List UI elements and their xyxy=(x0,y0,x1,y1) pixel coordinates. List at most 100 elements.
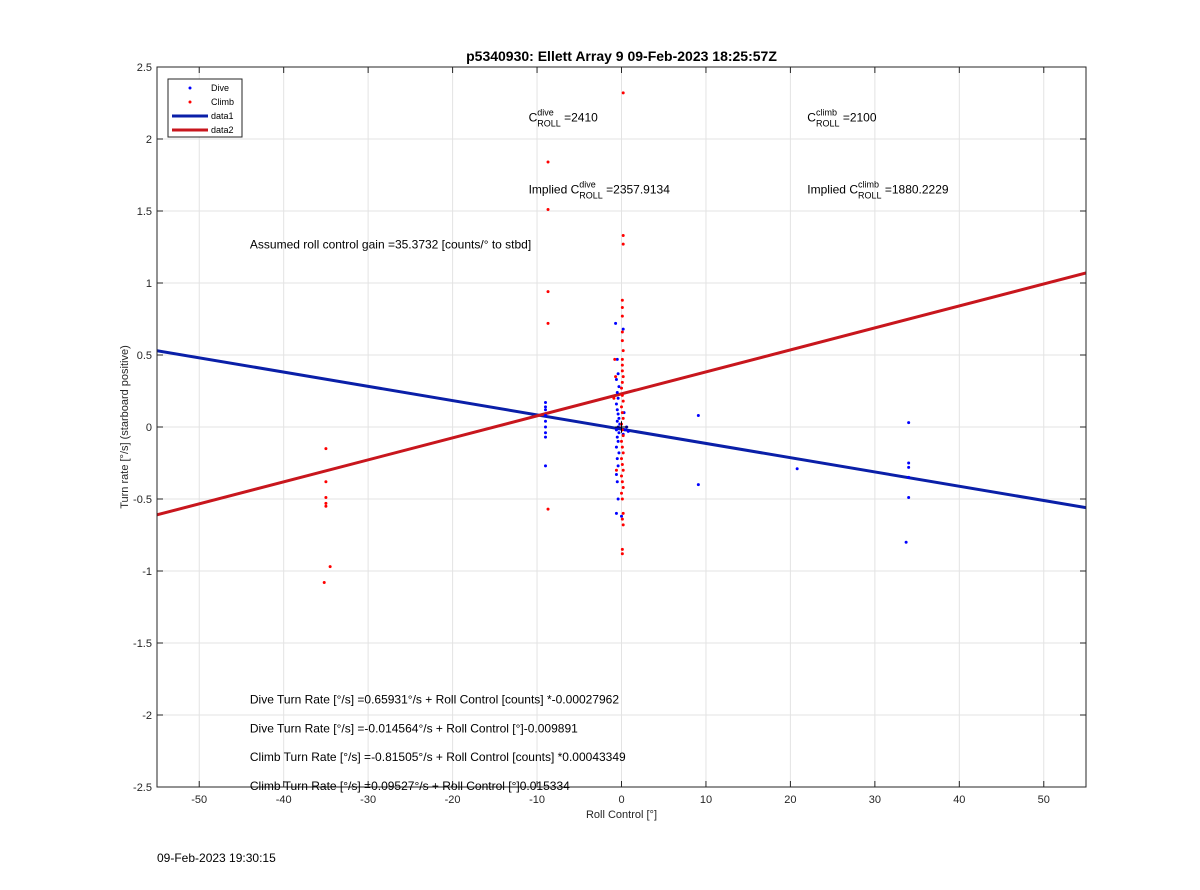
x-tick-label: -10 xyxy=(529,794,545,806)
dive-point xyxy=(615,435,619,439)
dive-point xyxy=(543,425,547,429)
annotation-gain: Assumed roll control gain =35.3732 [coun… xyxy=(250,237,531,251)
climb-point xyxy=(546,321,550,325)
y-tick-label: 0.5 xyxy=(137,350,152,362)
climb-point xyxy=(322,581,326,585)
dive-point xyxy=(907,461,911,465)
climb-point xyxy=(621,434,625,438)
y-tick-label: -2.5 xyxy=(133,782,152,794)
y-tick-label: 2 xyxy=(146,134,152,146)
annotation-fit2: Dive Turn Rate [°/s] =-0.014564°/s + Rol… xyxy=(250,721,578,735)
y-tick-label: -1 xyxy=(142,566,152,578)
climb-point xyxy=(620,462,624,466)
dive-point xyxy=(617,451,621,455)
dive-point xyxy=(617,431,621,435)
dive-point xyxy=(543,401,547,405)
dive-point xyxy=(543,413,547,417)
climb-point xyxy=(621,468,625,472)
climb-point xyxy=(546,160,550,164)
climb-point xyxy=(620,439,623,443)
dive-point xyxy=(617,385,621,389)
climb-point xyxy=(614,375,618,379)
dive-point xyxy=(614,511,618,515)
legend-label-data2: data2 xyxy=(211,125,234,135)
dive-point xyxy=(543,419,547,423)
climb-point xyxy=(621,416,625,420)
dive-point xyxy=(621,327,625,331)
chart-title: p5340930: Ellett Array 9 09-Feb-2023 18:… xyxy=(466,48,777,64)
dive-point xyxy=(614,473,618,477)
climb-point xyxy=(546,290,550,294)
climb-point xyxy=(620,491,623,495)
fit-line-data2 xyxy=(157,271,1086,517)
dive-point xyxy=(543,435,547,439)
climb-point xyxy=(621,451,625,455)
climb-point xyxy=(620,330,624,334)
data-layer xyxy=(157,91,1086,585)
dive-point xyxy=(904,540,908,544)
climb-point xyxy=(621,511,625,515)
dive-point xyxy=(615,480,619,484)
dive-point xyxy=(907,421,911,425)
climb-point xyxy=(324,501,328,505)
dive-point xyxy=(907,496,911,500)
legend-marker-climb xyxy=(188,100,192,104)
climb-point xyxy=(620,480,624,484)
climb-point xyxy=(621,91,625,95)
climb-point xyxy=(620,305,624,309)
annotation-fit3: Climb Turn Rate [°/s] =-0.81505°/s + Rol… xyxy=(250,750,626,764)
climb-point xyxy=(620,457,623,461)
dive-point xyxy=(907,475,911,479)
climb-point xyxy=(621,375,625,379)
annotation-fit1: Dive Turn Rate [°/s] =0.65931°/s + Roll … xyxy=(250,692,619,706)
y-tick-label: 0 xyxy=(146,422,152,434)
x-tick-label: 0 xyxy=(618,794,624,806)
print-timestamp: 09-Feb-2023 19:30:15 xyxy=(157,851,276,865)
legend-label-climb: Climb xyxy=(211,97,234,107)
legend-box xyxy=(167,78,243,138)
dive-point xyxy=(696,413,700,417)
annotation-implied-dive: Implied Cdive ROLL =2357.9134 xyxy=(529,180,671,201)
y-tick-label: 1 xyxy=(146,278,152,290)
climb-point xyxy=(324,447,328,451)
climb-point xyxy=(621,399,625,403)
dive-point xyxy=(623,428,627,432)
climb-point xyxy=(620,380,624,384)
climb-point xyxy=(621,233,625,237)
climb-point xyxy=(620,339,624,343)
climb-point xyxy=(620,547,624,551)
dive-point xyxy=(620,514,623,518)
dive-point xyxy=(616,412,620,416)
climb-point xyxy=(620,497,624,501)
dive-point xyxy=(696,483,700,487)
climb-point xyxy=(620,552,624,556)
dive-point xyxy=(615,408,619,412)
climb-point xyxy=(620,386,623,390)
climb-point xyxy=(620,405,623,409)
climb-point xyxy=(621,523,625,527)
climb-point xyxy=(620,369,624,373)
dive-point xyxy=(615,457,619,461)
climb-point xyxy=(621,349,625,353)
climb-point xyxy=(324,480,328,484)
x-tick-label: 20 xyxy=(784,794,796,806)
dive-point xyxy=(614,445,618,449)
y-tick-label: 2.5 xyxy=(137,62,152,74)
climb-point xyxy=(324,496,328,500)
dive-point xyxy=(616,497,620,501)
dive-point xyxy=(614,402,618,406)
climb-point xyxy=(621,485,625,489)
climb-point xyxy=(328,565,332,569)
climb-point xyxy=(620,474,623,478)
dive-point xyxy=(626,429,630,433)
annotation-fit4: Climb Turn Rate [°/s] =0.09527°/s + Roll… xyxy=(250,779,570,793)
y-tick-label: -2 xyxy=(142,710,152,722)
annotation-c-dive: Cdive ROLL =2410 xyxy=(529,108,599,129)
x-tick-label: 30 xyxy=(869,794,881,806)
dive-point xyxy=(543,405,547,409)
x-tick-label: -20 xyxy=(445,794,461,806)
legend-marker-dive xyxy=(188,86,192,90)
x-tick-label: -50 xyxy=(191,794,207,806)
dive-point xyxy=(614,321,618,325)
